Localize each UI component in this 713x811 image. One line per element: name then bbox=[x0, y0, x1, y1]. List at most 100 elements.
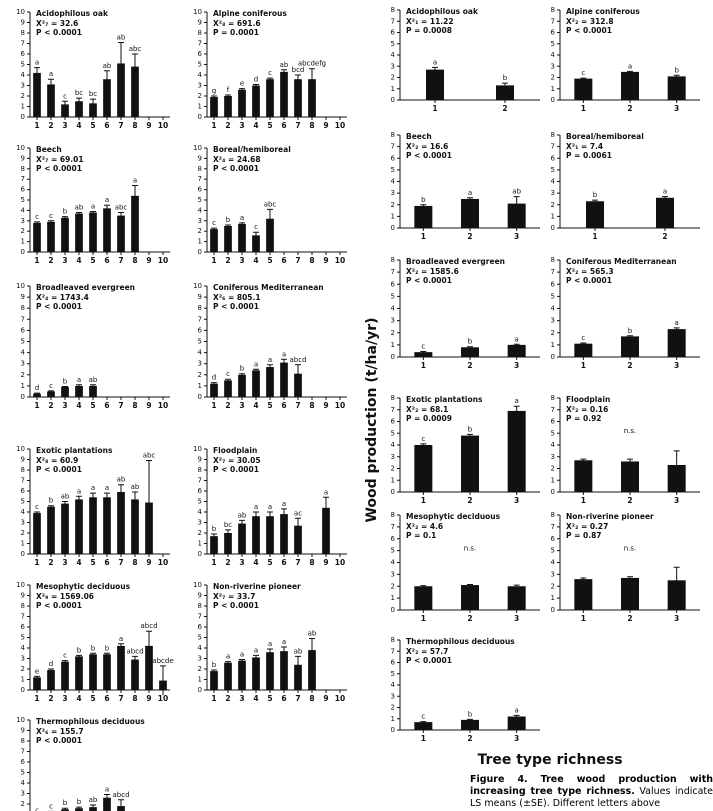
y-tick-label: 4 bbox=[391, 559, 396, 567]
x-tick-label: 6 bbox=[104, 558, 109, 567]
y-tick-label: 3 bbox=[21, 217, 25, 225]
significance-letter: d bbox=[35, 384, 39, 392]
p-value: P < 0.0001 bbox=[213, 465, 259, 474]
error-bar bbox=[323, 496, 329, 519]
y-tick-label: 5 bbox=[198, 196, 202, 204]
y-tick-label: 4 bbox=[21, 508, 26, 516]
significance-letter: b bbox=[468, 425, 473, 433]
p-value: P = 0.0001 bbox=[213, 28, 259, 37]
bar bbox=[586, 201, 604, 228]
y-tick-label: 6 bbox=[551, 280, 556, 288]
x-tick-label: 2 bbox=[502, 104, 507, 113]
y-tick-label: 4 bbox=[391, 178, 396, 186]
error-bar bbox=[76, 97, 82, 105]
x-tick-label: 1 bbox=[211, 694, 216, 703]
significance-letter: bc bbox=[224, 521, 232, 529]
error-bar bbox=[90, 98, 96, 108]
statistic: X²₂ = 16.6 bbox=[406, 142, 448, 151]
y-tick-label: 8 bbox=[551, 511, 555, 519]
error-bar bbox=[146, 630, 152, 661]
x-tick-label: 7 bbox=[295, 401, 300, 410]
significance-letter: ab bbox=[75, 203, 84, 211]
chart-title: Thermophilous deciduous bbox=[406, 637, 515, 646]
y-tick-label: 0 bbox=[551, 96, 555, 104]
x-tick-label: 2 bbox=[467, 361, 472, 370]
y-tick-label: 6 bbox=[21, 326, 26, 334]
bar bbox=[210, 536, 218, 554]
error-bar bbox=[48, 668, 54, 672]
significance-letter: b bbox=[468, 710, 473, 718]
statistic: X²₈ = 60.9 bbox=[36, 456, 78, 465]
y-tick-label: 1 bbox=[391, 85, 395, 93]
y-tick-label: 3 bbox=[391, 62, 395, 70]
y-tick-label: 4 bbox=[21, 349, 26, 357]
x-tick-label: 1 bbox=[581, 104, 586, 113]
bar bbox=[33, 72, 41, 117]
error-bar bbox=[267, 648, 273, 656]
significance-letter: b bbox=[77, 798, 82, 806]
y-tick-label: 3 bbox=[21, 360, 25, 368]
error-bar bbox=[225, 661, 231, 664]
error-bar bbox=[132, 491, 138, 507]
y-tick-label: 10 bbox=[16, 445, 25, 453]
bar bbox=[266, 79, 274, 117]
y-tick-label: 3 bbox=[21, 655, 25, 663]
x-tick-label: 6 bbox=[104, 694, 109, 703]
error-bar bbox=[592, 199, 598, 203]
bar bbox=[252, 370, 260, 397]
significance-letter: abc bbox=[115, 203, 128, 211]
error-bar bbox=[627, 458, 633, 464]
error-bar bbox=[420, 204, 427, 208]
bar bbox=[47, 391, 55, 397]
y-tick-label: 0 bbox=[551, 488, 555, 496]
y-tick-label: 3 bbox=[551, 570, 555, 578]
y-tick-label: 6 bbox=[551, 418, 556, 426]
x-tick-label: 10 bbox=[335, 401, 345, 410]
x-tick-label: 1 bbox=[421, 614, 426, 623]
error-bar bbox=[211, 669, 217, 673]
error-bar bbox=[90, 384, 96, 388]
significance-letter: a bbox=[268, 640, 272, 648]
significance-letter: ab bbox=[89, 796, 98, 804]
p-value: P < 0.0001 bbox=[406, 276, 452, 285]
y-tick-label: 8 bbox=[551, 131, 555, 139]
significance-letter: c bbox=[63, 652, 67, 660]
chart-title: Non-riverine pioneer bbox=[213, 582, 301, 591]
bar bbox=[507, 586, 526, 610]
significance-letter: g bbox=[212, 87, 216, 95]
y-tick-label: 7 bbox=[551, 523, 555, 531]
bar bbox=[89, 103, 97, 117]
error-bar bbox=[118, 211, 124, 219]
y-tick-label: 8 bbox=[391, 6, 395, 14]
significance-letter: bc bbox=[89, 90, 97, 98]
x-tick-label: 10 bbox=[158, 558, 168, 567]
x-tick-label: 6 bbox=[281, 694, 286, 703]
x-tick-label: 10 bbox=[335, 256, 345, 265]
x-tick-label: 3 bbox=[514, 614, 519, 623]
significance-letter: abcdefg bbox=[298, 60, 326, 68]
bar bbox=[280, 71, 288, 117]
bar bbox=[61, 104, 69, 117]
bar bbox=[47, 670, 55, 690]
x-tick-label: 5 bbox=[267, 121, 272, 130]
x-tick-label: 9 bbox=[146, 256, 151, 265]
x-tick-label: 3 bbox=[239, 694, 244, 703]
x-tick-label: 5 bbox=[90, 256, 95, 265]
significance-letter: a bbox=[91, 484, 95, 492]
x-tick-label: 1 bbox=[211, 121, 216, 130]
y-tick-label: 9 bbox=[198, 592, 202, 600]
bar bbox=[33, 513, 41, 554]
error-bar bbox=[90, 210, 96, 214]
chart-title: Beech bbox=[406, 132, 432, 141]
y-tick-label: 8 bbox=[21, 602, 25, 610]
x-tick-label: 1 bbox=[211, 256, 216, 265]
chart-title: Broadleaved evergreen bbox=[406, 257, 505, 266]
y-tick-label: 9 bbox=[21, 456, 25, 464]
bar bbox=[131, 659, 139, 690]
y-tick-label: 9 bbox=[198, 154, 202, 162]
error-bar bbox=[239, 88, 245, 91]
x-tick-label: 4 bbox=[253, 401, 258, 410]
y-tick-label: 9 bbox=[21, 154, 25, 162]
x-tick-label: 5 bbox=[90, 121, 95, 130]
y-tick-label: 0 bbox=[21, 113, 25, 121]
